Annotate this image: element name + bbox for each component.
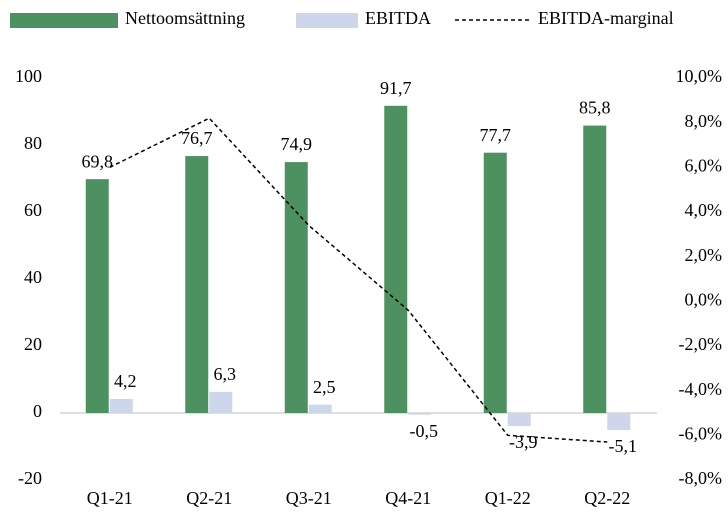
y2-tick-label: -4,0% [679, 379, 723, 399]
bar [408, 413, 432, 415]
data-label: 91,7 [380, 78, 412, 98]
legend-swatch [296, 13, 358, 28]
y-tick-label: 40 [24, 267, 42, 287]
y2-tick-label: -8,0% [679, 468, 723, 488]
bar [483, 152, 507, 413]
bar [209, 391, 233, 413]
data-label: 85,8 [579, 98, 611, 118]
legend-swatch [10, 13, 118, 28]
y-tick-label: 80 [24, 133, 42, 153]
bar [284, 162, 308, 413]
data-label: 2,5 [313, 377, 336, 397]
x-tick-label: Q1-22 [485, 488, 531, 508]
data-label: 77,7 [480, 125, 512, 145]
legend-label: Nettoomsättning [125, 8, 245, 28]
bar [607, 413, 631, 431]
x-tick-label: Q2-22 [584, 488, 630, 508]
y2-tick-label: 10,0% [676, 66, 723, 86]
y-tick-label: 20 [24, 334, 42, 354]
bar [185, 156, 209, 413]
data-label: 6,3 [214, 364, 237, 384]
y2-tick-label: 2,0% [685, 245, 723, 265]
bar [583, 125, 607, 413]
line [109, 117, 608, 443]
y2-tick-label: 0,0% [685, 289, 723, 309]
y-tick-label: 100 [15, 66, 42, 86]
bar [308, 404, 332, 413]
y-tick-label: 0 [33, 401, 42, 421]
y2-tick-label: -6,0% [679, 423, 723, 443]
data-label: 74,9 [281, 134, 313, 154]
y-tick-label: -20 [18, 468, 42, 488]
x-tick-label: Q3-21 [286, 488, 332, 508]
y2-tick-label: 4,0% [685, 200, 723, 220]
bar [507, 413, 531, 427]
data-label: 69,8 [82, 151, 114, 171]
y2-tick-label: -2,0% [679, 334, 723, 354]
x-tick-label: Q2-21 [186, 488, 232, 508]
legend-label: EBITDA [365, 8, 431, 28]
y-tick-label: 60 [24, 200, 42, 220]
bar [384, 105, 408, 414]
x-tick-label: Q1-21 [87, 488, 133, 508]
bar [85, 179, 109, 413]
x-tick-label: Q4-21 [385, 488, 431, 508]
data-label: -0,5 [410, 421, 439, 441]
data-label: 4,2 [114, 371, 137, 391]
bar [109, 398, 133, 413]
data-label: -5,1 [609, 436, 638, 456]
legend-label: EBITDA-marginal [538, 8, 674, 28]
data-label: 76,7 [181, 128, 213, 148]
y2-tick-label: 6,0% [685, 155, 723, 175]
y2-tick-label: 8,0% [685, 111, 723, 131]
